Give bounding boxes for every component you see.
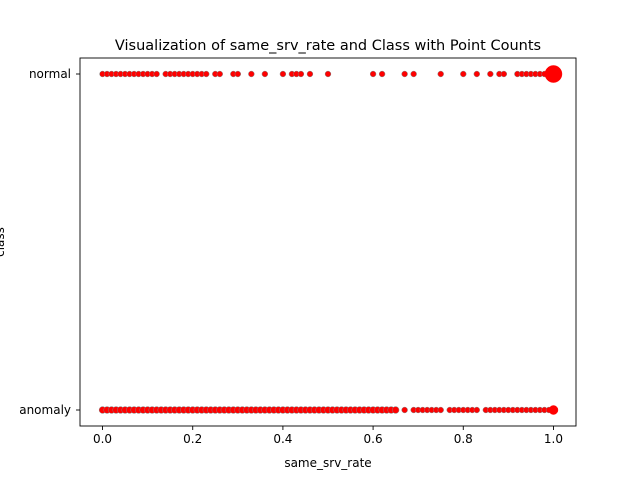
x-tick-label: 0.4	[273, 432, 292, 446]
data-point-normal	[460, 70, 467, 78]
points-layer	[98, 65, 563, 415]
data-point-anomaly	[391, 406, 400, 414]
data-point-anomaly	[437, 406, 444, 414]
x-tick-label: 0.6	[364, 432, 383, 446]
data-point-normal	[248, 70, 255, 78]
x-tick-label: 0.2	[183, 432, 202, 446]
data-point-normal	[153, 70, 160, 78]
data-point-normal	[234, 70, 241, 78]
data-point-normal	[261, 70, 269, 78]
x-tick-label: 0.0	[93, 432, 112, 446]
data-point-normal	[473, 70, 480, 78]
plot-frame	[79, 57, 577, 427]
data-point-anomaly	[548, 405, 559, 415]
chart-title: Visualization of same_srv_rate and Class…	[115, 38, 541, 54]
x-axis-label: same_srv_rate	[284, 456, 371, 470]
data-point-normal	[437, 70, 444, 78]
y-axis-label: class	[0, 227, 7, 257]
data-point-normal	[216, 70, 223, 78]
data-point-anomaly	[473, 406, 480, 414]
data-point-normal	[306, 70, 314, 78]
y-axis-ticks: anomaly normal	[19, 67, 80, 417]
data-point-normal	[487, 70, 494, 78]
x-tick-label: 0.8	[454, 432, 473, 446]
data-point-normal	[500, 70, 508, 78]
x-tick-label: 1.0	[544, 432, 563, 446]
data-point-normal	[369, 70, 377, 78]
data-point-normal	[324, 70, 332, 78]
data-point-normal	[279, 70, 287, 78]
data-point-anomaly	[401, 406, 408, 414]
data-point-normal	[378, 70, 386, 78]
data-point-normal	[401, 70, 408, 78]
y-tick-label: anomaly	[19, 403, 71, 417]
data-point-normal	[203, 70, 210, 78]
x-axis-ticks: 0.0 0.2 0.4 0.6 0.8 1.0	[93, 426, 563, 446]
y-tick-label: normal	[29, 67, 71, 81]
data-point-normal	[410, 70, 417, 78]
data-point-normal	[544, 65, 563, 83]
data-point-normal	[297, 70, 305, 78]
